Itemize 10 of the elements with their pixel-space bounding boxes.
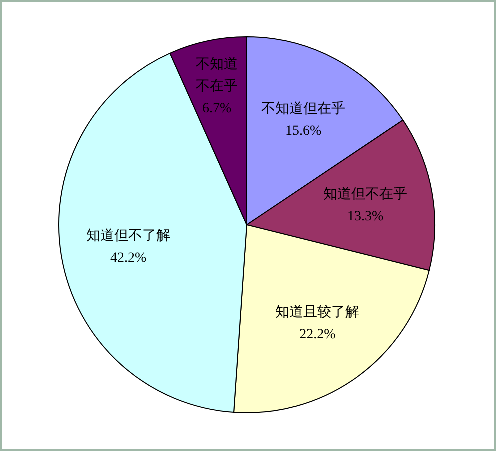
data-label: 13.3% [347,209,384,224]
data-label: 42.2% [110,251,147,266]
slice-label: 知道且较了解 [276,304,360,320]
slice-label: 知道但不了解 [86,228,171,244]
slice-label: 不知道不在乎 [196,56,238,94]
slice-label: 知道但不在乎 [324,186,408,202]
data-label: 15.6% [286,124,322,139]
data-label: 22.2% [300,327,336,342]
data-label: 6.7% [202,101,232,116]
slice-label: 不知道但在乎 [262,100,346,117]
